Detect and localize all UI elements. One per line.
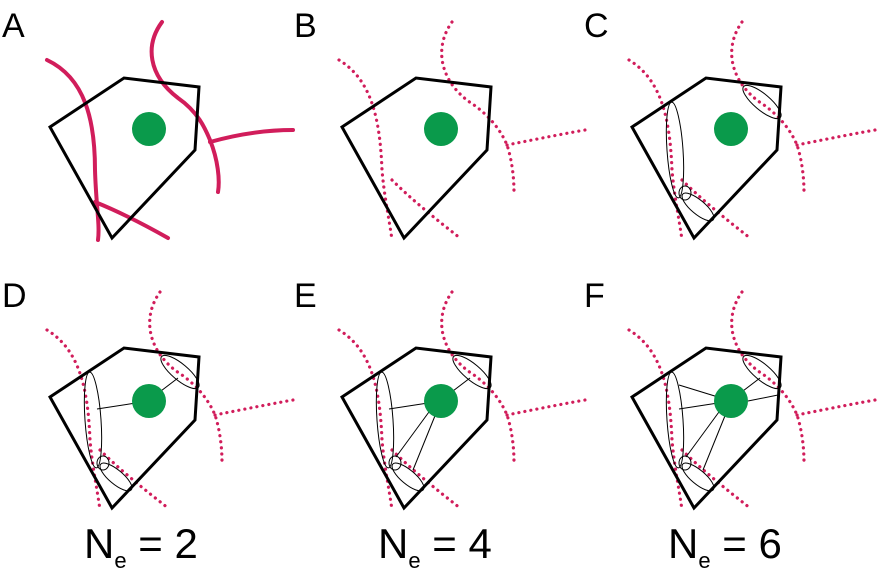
panel-letter-a: A [2,7,25,45]
cell-body [714,112,748,146]
cell-boundary [340,76,493,241]
fiber-segment-2 [678,455,692,471]
fiber-right [440,290,516,464]
fiber-left [45,328,102,512]
fiber-branch [93,200,170,240]
cell-boundary [48,76,201,241]
panel-letter-f: F [584,277,605,315]
cell-body [132,384,166,418]
fiber-segment-2 [96,455,110,471]
fiber-right-branch [795,128,877,147]
ne-label-f: Ne = 6 [668,520,782,573]
fiber-branch [390,178,462,240]
fiber-segment-1 [83,371,103,469]
fiber-segment-4 [742,84,782,120]
panel-e: E [294,277,587,512]
fiber-segment-2 [388,455,402,471]
cell-body [714,384,748,418]
panel-letter-e: E [294,277,317,315]
panel-a: A [2,7,295,242]
fiber-segment-1 [665,371,685,469]
panel-letter-d: D [2,277,27,315]
fiber-segment-1 [375,371,395,469]
fiber-branch [680,178,752,240]
fiber-left [337,328,394,512]
fiber-right [149,20,221,194]
fiber-segment-4 [160,354,200,390]
fiber-segment-1 [665,101,685,199]
panel-d: D [2,277,295,512]
panel-c: C [584,7,877,242]
fiber-left [627,328,684,512]
cell-body [424,384,458,418]
fiber-left [45,58,101,242]
fiber-right [730,20,806,194]
fiber-right-branch [213,398,295,417]
ne-label-e: Ne = 4 [378,520,492,573]
fiber-branch [98,448,170,510]
fiber-branch [390,448,462,510]
panel-letter-c: C [584,7,609,45]
fiber-segment-4 [452,354,492,390]
fiber-right [440,20,516,194]
fiber-segment-3 [391,462,425,492]
cell-body [424,112,458,146]
fiber-left [337,58,394,242]
ne-label-d: Ne = 2 [84,520,198,573]
fiber-segment-2 [678,185,692,201]
fiber-right-branch [505,128,587,147]
fiber-segment-3 [99,462,133,492]
fiber-branch [680,448,752,510]
fiber-segment-4 [742,354,782,390]
panel-f: F [584,277,877,512]
fiber-right-branch [505,398,587,417]
cell-body [132,112,166,146]
panel-letter-b: B [294,7,317,45]
fiber-right [730,290,806,464]
panel-b: B [294,7,587,242]
fiber-left [627,58,684,242]
fiber-segment-3 [681,462,715,492]
fiber-right-branch [208,128,295,144]
fiber-right-branch [795,398,877,417]
fiber-segment-3 [681,192,715,222]
edge-6 [747,394,779,402]
fiber-right [148,290,224,464]
